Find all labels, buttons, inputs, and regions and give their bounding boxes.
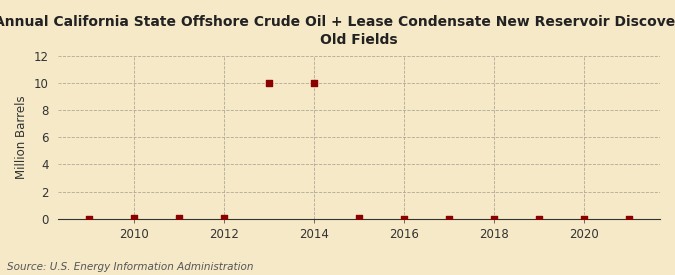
Point [623,216,634,221]
Point [533,216,544,221]
Title: Annual California State Offshore Crude Oil + Lease Condensate New Reservoir Disc: Annual California State Offshore Crude O… [0,15,675,47]
Point [129,216,140,221]
Point [443,216,454,221]
Y-axis label: Million Barrels: Million Barrels [15,95,28,179]
Point [488,216,499,221]
Point [84,216,95,221]
Point [173,216,184,221]
Point [578,216,589,221]
Point [219,216,230,221]
Text: Source: U.S. Energy Information Administration: Source: U.S. Energy Information Administ… [7,262,253,272]
Point [263,81,274,85]
Point [398,216,409,221]
Point [308,81,319,85]
Point [354,216,364,220]
